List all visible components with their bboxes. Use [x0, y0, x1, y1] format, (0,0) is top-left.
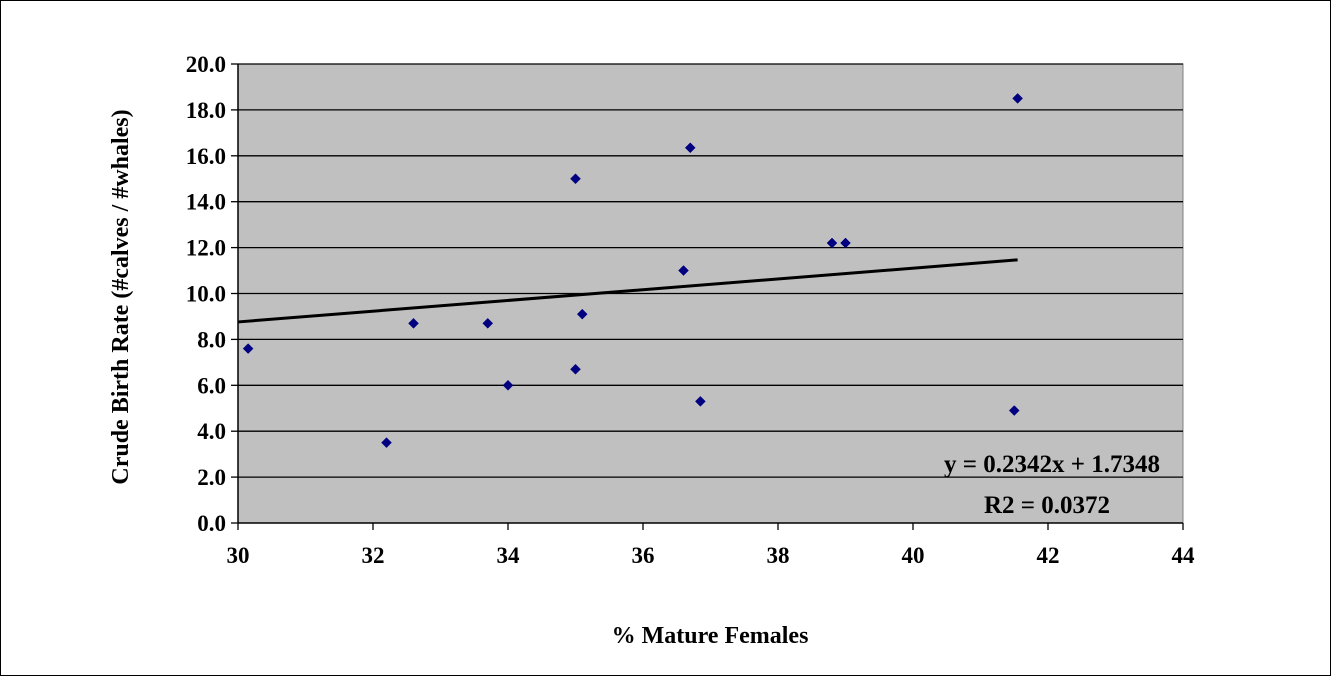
- y-tick-labels: 0.0 2.0 4.0 6.0 8.0 10.0 12.0 14.0 16.0 18.0 20.0: [186, 52, 226, 536]
- y-tick-label: 10.0: [186, 282, 226, 307]
- data-point: [242, 343, 254, 354]
- data-point: [570, 363, 581, 375]
- x-tick-label: 38: [767, 543, 790, 568]
- x-axis-title: % Mature Females: [612, 623, 809, 649]
- trendline: [237, 258, 1018, 324]
- y-tick-label: 2.0: [197, 465, 226, 490]
- data-point: [1012, 93, 1023, 104]
- x-tick-labels: 30 32 34 36 38 40 42 44: [227, 543, 1196, 568]
- data-point: [1008, 405, 1020, 416]
- x-tick-label: 44: [1172, 543, 1196, 568]
- y-tick-label: 18.0: [186, 98, 226, 123]
- data-point: [381, 437, 392, 449]
- data-point: [695, 396, 706, 407]
- data-point: [570, 173, 581, 185]
- x-tick-label: 40: [902, 543, 925, 568]
- trendline-equation: y = 0.2342x + 1.7348: [944, 451, 1160, 478]
- x-tick-label: 34: [497, 543, 521, 568]
- data-point: [684, 142, 696, 154]
- data-point: [408, 317, 419, 329]
- y-tick-label: 8.0: [197, 327, 226, 352]
- y-tick-label: 14.0: [186, 190, 226, 215]
- data-point: [826, 237, 838, 249]
- y-tick-label: 12.0: [186, 236, 226, 261]
- x-tick-label: 32: [362, 543, 385, 568]
- data-point: [576, 308, 588, 320]
- axes: [231, 63, 1184, 530]
- y-tick-label: 20.0: [186, 52, 226, 77]
- data-point: [678, 265, 689, 276]
- data-points: [242, 93, 1023, 449]
- y-tick-label: 6.0: [197, 373, 226, 398]
- r-squared-label: R2 = 0.0372: [984, 492, 1110, 519]
- x-tick-label: 42: [1037, 543, 1060, 568]
- gridlines: [238, 63, 1183, 478]
- data-point: [502, 379, 514, 391]
- y-tick-label: 4.0: [197, 419, 226, 444]
- y-tick-label: 16.0: [186, 144, 226, 169]
- x-tick-label: 30: [227, 543, 250, 568]
- x-tick-label: 36: [632, 543, 655, 568]
- data-point: [840, 237, 851, 249]
- y-tick-label: 0.0: [197, 511, 226, 536]
- data-point: [482, 317, 494, 329]
- y-axis-title: Crude Birth Rate (#calves / #whales): [108, 109, 134, 484]
